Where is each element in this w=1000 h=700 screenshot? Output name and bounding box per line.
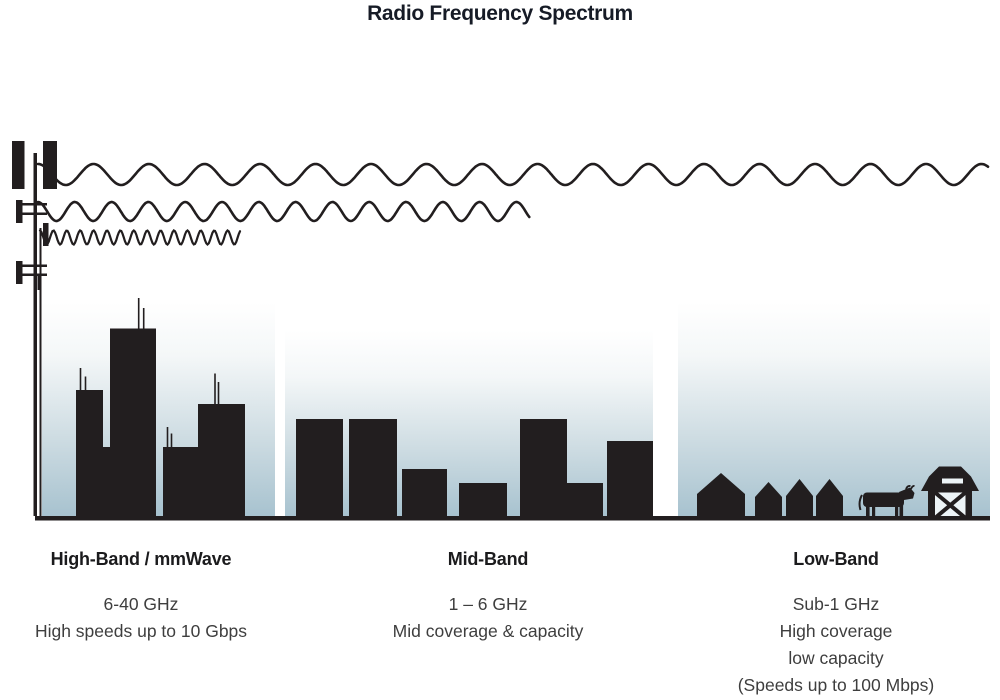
low-band-detail-line: low capacity bbox=[788, 648, 884, 668]
high-band-details: 6-40 GHz High speeds up to 10 Gbps bbox=[11, 591, 271, 645]
low-band-name: Low-Band bbox=[793, 549, 879, 569]
barn-door bbox=[933, 490, 967, 520]
houses-icon bbox=[697, 473, 843, 518]
low-band-frequency: Sub-1 GHz bbox=[792, 594, 880, 614]
barn-hayloft-window bbox=[942, 478, 963, 484]
mid-band-frequency: 1 – 6 GHz bbox=[448, 594, 528, 614]
page-title: Radio Frequency Spectrum bbox=[367, 2, 633, 25]
ground-line bbox=[35, 516, 990, 521]
low-band-detail-line: (Speeds up to 100 Mbps) bbox=[737, 675, 935, 695]
barn-icon bbox=[921, 466, 979, 520]
rooftop-antennas bbox=[79, 298, 220, 447]
high-band-name: High-Band / mmWave bbox=[50, 549, 232, 569]
cell-tower-icon bbox=[12, 141, 57, 516]
mid-band-name: Mid-Band bbox=[447, 549, 529, 569]
high-band-frequency: 6-40 GHz bbox=[103, 594, 179, 614]
low-band-details: Sub-1 GHz High coverage low capacity (Sp… bbox=[706, 591, 966, 699]
mid-rise-buildings-icon bbox=[296, 419, 653, 518]
mid-band-label: Mid-Band 1 – 6 GHz Mid coverage & capaci… bbox=[358, 549, 618, 645]
skyscrapers-icon bbox=[76, 298, 245, 518]
cow-icon bbox=[858, 485, 915, 518]
mid-band-details: 1 – 6 GHz Mid coverage & capacity bbox=[358, 591, 618, 645]
long-wavelength-wave-icon bbox=[36, 162, 990, 187]
short-wavelength-wave-icon bbox=[38, 228, 242, 247]
mid-band-detail-line: Mid coverage & capacity bbox=[392, 621, 584, 641]
radio-waves bbox=[36, 162, 990, 247]
medium-wavelength-wave-icon bbox=[36, 200, 531, 223]
low-band-label: Low-Band Sub-1 GHz High coverage low cap… bbox=[706, 549, 966, 699]
high-band-detail-line: High speeds up to 10 Gbps bbox=[34, 621, 248, 641]
low-band-detail-line: High coverage bbox=[779, 621, 893, 641]
high-band-label: High-Band / mmWave 6-40 GHz High speeds … bbox=[11, 549, 271, 645]
